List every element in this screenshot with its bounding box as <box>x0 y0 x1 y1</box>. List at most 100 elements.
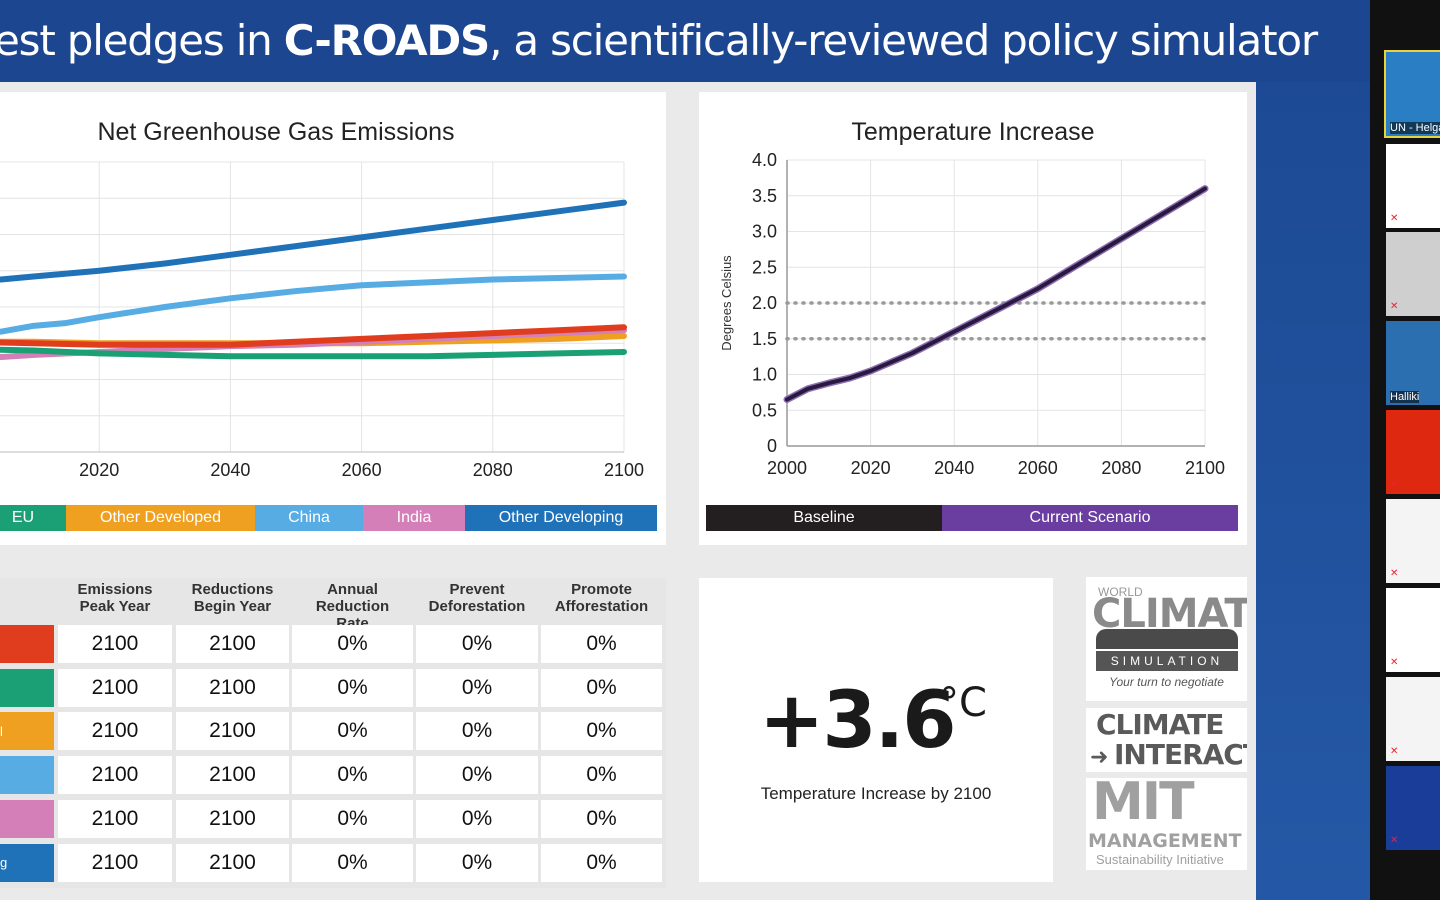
table-cell: 0% <box>292 668 413 707</box>
mic-muted-icon: ✕ <box>1390 835 1399 846</box>
mit-logo: MIT MANAGEMENT Sustainability Initiative <box>1086 778 1247 870</box>
y-tick-label: 3.0 <box>752 222 777 242</box>
participant-tile[interactable]: ✕ <box>1386 410 1440 494</box>
x-tick-label: 2100 <box>1185 458 1225 478</box>
x-tick-label: 2020 <box>851 458 891 478</box>
table-cell: 0% <box>292 756 413 795</box>
x-tick-label: 2040 <box>934 458 974 478</box>
table-cell: 2100 <box>176 756 289 795</box>
participant-name: Halliki <box>1390 391 1420 403</box>
emissions-chart: 2020 2040 2060 2080 2100 <box>0 161 644 480</box>
table-cell: 0% <box>541 843 662 882</box>
participant-tile[interactable]: UN - Helga <box>1384 50 1440 138</box>
table-header: Emissions Peak Year <box>77 581 153 615</box>
table-header: Annual Reduction Rate <box>315 581 390 632</box>
arrow-right-icon: ➜ <box>1090 744 1109 769</box>
silhouette-icon <box>1096 629 1238 649</box>
mic-muted-icon: ✕ <box>1390 746 1399 757</box>
row-color-swatch <box>0 625 54 663</box>
table-cell: 2100 <box>58 799 172 838</box>
table-cell: 2100 <box>58 625 172 663</box>
table-cell: 2100 <box>176 668 289 707</box>
page-title: est pledges in C-ROADS, a scientifically… <box>0 16 1318 65</box>
legend-item: Current Scenario <box>942 505 1238 531</box>
table-cell: 0% <box>541 712 662 751</box>
table-cell: 2100 <box>58 756 172 795</box>
legend-item: Other Developed <box>66 505 255 531</box>
temperature-chart: 0 0.5 1.0 1.5 2.0 2.5 3.0 3.5 4.0 2000 2020 2040 206… <box>719 150 1225 478</box>
climate-interactive-logo: CLIMATE INTERACTIVE ➜ <box>1086 708 1247 772</box>
participant-tile[interactable]: ✕ <box>1386 144 1440 228</box>
table-cell: 0% <box>416 625 538 663</box>
table-cell: 0% <box>416 843 538 882</box>
x-tick-label: 2040 <box>210 460 250 480</box>
table-cell: 2100 <box>176 799 289 838</box>
series-line-0 <box>785 186 1207 402</box>
y-tick-label: 1.5 <box>752 329 777 349</box>
table-cell: 2100 <box>58 712 172 751</box>
mic-muted-icon: ✕ <box>1390 301 1399 312</box>
y-tick-label: 2.5 <box>752 257 777 277</box>
x-tick-label: 2060 <box>342 460 382 480</box>
temperature-result-unit: °C <box>939 680 987 726</box>
mic-muted-icon: ✕ <box>1390 479 1399 490</box>
row-color-swatch <box>0 668 54 707</box>
x-tick-label: 2080 <box>473 460 513 480</box>
y-tick-label: 0 <box>767 436 777 456</box>
row-color-swatch: l <box>0 712 54 751</box>
mic-muted-icon: ✕ <box>1390 213 1399 224</box>
participant-tile[interactable]: Halliki <box>1386 321 1440 405</box>
row-color-swatch <box>0 799 54 838</box>
y-axis-label: Degrees Celsius <box>719 255 734 351</box>
y-tick-label: 2.0 <box>752 293 777 313</box>
y-tick-label: 3.5 <box>752 186 777 206</box>
participant-tile[interactable]: ✕ <box>1386 588 1440 672</box>
temperature-legend: Baseline Current Scenario <box>706 505 1238 531</box>
table-cell: 0% <box>541 756 662 795</box>
table-cell: 0% <box>416 799 538 838</box>
table-cell: 0% <box>292 799 413 838</box>
x-tick-label: 2000 <box>767 458 807 478</box>
legend-item: India <box>363 505 465 531</box>
table-cell: 0% <box>541 668 662 707</box>
table-cell: 0% <box>416 668 538 707</box>
result-panel: +3.6 °C Temperature Increase by 2100 <box>699 578 1053 882</box>
participant-tile[interactable]: ✕ <box>1386 766 1440 850</box>
x-tick-label: 2080 <box>1101 458 1141 478</box>
table-cell: 2100 <box>58 668 172 707</box>
participant-name: UN - Helga <box>1390 122 1440 134</box>
temperature-result-label: Temperature Increase by 2100 <box>760 784 992 803</box>
participant-sidebar: UN - Helga ✕ ✕ Halliki ✕ ✕ ✕ ✕ ✕ <box>1370 0 1440 900</box>
legend-item: EU <box>0 505 66 531</box>
legend-item: China <box>255 505 363 531</box>
table-cell: 0% <box>292 625 413 663</box>
table-cell: 0% <box>416 756 538 795</box>
participant-tile[interactable]: ✕ <box>1386 499 1440 583</box>
participant-tile[interactable]: ✕ <box>1386 232 1440 316</box>
y-tick-label: 1.0 <box>752 365 777 385</box>
temperature-chart-panel: Temperature Increase 0 0.5 1.0 1.5 2.0 2.5 3.0… <box>699 92 1247 545</box>
table-cell: 2100 <box>58 843 172 882</box>
temperature-chart-title: Temperature Increase <box>851 118 1095 146</box>
series-line-glow-0 <box>783 185 1209 404</box>
y-tick-label: 4.0 <box>752 150 777 170</box>
series-line-1 <box>0 273 627 335</box>
table-cell: 0% <box>541 799 662 838</box>
row-color-swatch <box>0 756 54 795</box>
legend-item: Baseline <box>706 505 942 531</box>
pledge-table: Emissions Peak Year Reductions Begin Year An… <box>0 578 666 888</box>
x-tick-label: 2100 <box>604 460 644 480</box>
emissions-chart-panel: Net Greenhouse Gas Emissions 2020 2040 206… <box>0 92 666 545</box>
table-header: Reductions Begin Year <box>191 581 274 615</box>
emissions-legend: EU Other Developed China India Other Develop… <box>0 505 657 531</box>
header-banner: est pledges in C-ROADS, a scientifically… <box>0 0 1370 82</box>
series-line-0 <box>0 199 627 283</box>
row-color-swatch: g <box>0 843 54 882</box>
table-cell: 2100 <box>176 625 289 663</box>
legend-item: Other Developing <box>465 505 657 531</box>
participant-tile[interactable]: ✕ <box>1386 677 1440 761</box>
table-header: Prevent Deforestation <box>428 581 526 615</box>
table-cell: 0% <box>292 712 413 751</box>
table-cell: 0% <box>292 843 413 882</box>
mic-muted-icon: ✕ <box>1390 568 1399 579</box>
